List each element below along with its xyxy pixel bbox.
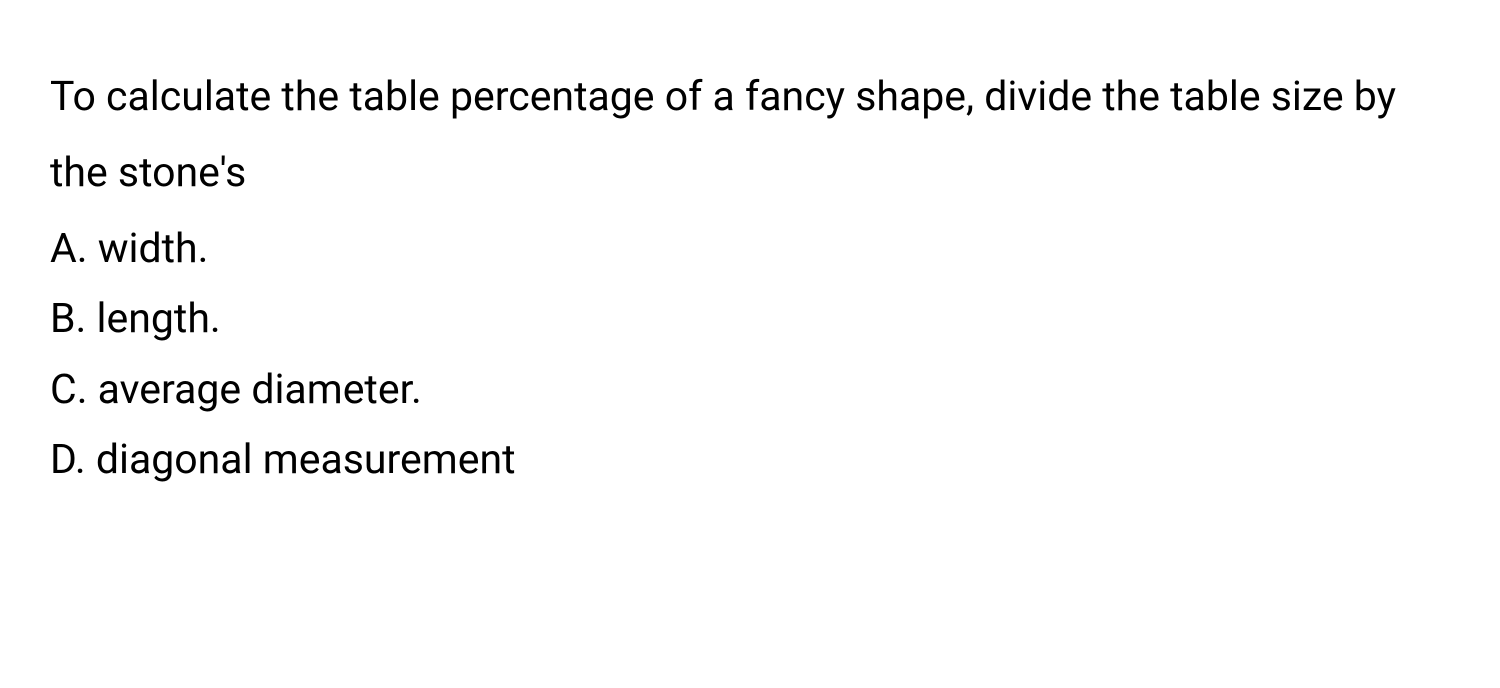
question-text: To calculate the table percentage of a f… xyxy=(50,60,1450,212)
option-c-text: average diameter. xyxy=(98,366,422,414)
option-d-text: diagonal measurement xyxy=(96,436,516,484)
option-b-text: length. xyxy=(97,295,221,343)
option-b[interactable]: B. length. xyxy=(50,284,1450,355)
option-a-letter: A xyxy=(50,225,77,273)
option-d-letter: D xyxy=(50,436,75,484)
question-container: To calculate the table percentage of a f… xyxy=(50,60,1450,496)
option-c[interactable]: C. average diameter. xyxy=(50,355,1450,426)
option-b-letter: B xyxy=(50,295,76,343)
option-a-text: width. xyxy=(98,225,209,273)
option-c-letter: C xyxy=(50,366,77,414)
option-a[interactable]: A. width. xyxy=(50,214,1450,285)
option-d[interactable]: D. diagonal measurement xyxy=(50,425,1450,496)
